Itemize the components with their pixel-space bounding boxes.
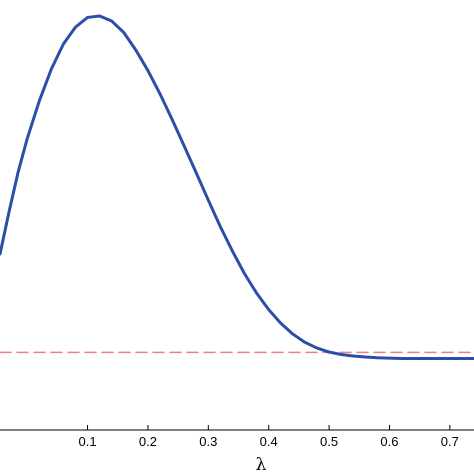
series-layer [0,14,474,360]
x-tick-label: 0.4 [260,434,278,449]
x-tick-label: 0.3 [199,434,217,449]
x-tick-label: 0.1 [79,434,97,449]
x-axis-title: λ [256,455,267,474]
x-tick-label: 0.7 [441,434,459,449]
x-tick-label: 0.5 [320,434,338,449]
x-tick-label: 0.2 [139,434,157,449]
x-tick-label: 0.6 [380,434,398,449]
plot-area: 0.1 0.2 0.3 0.4 0.5 0.6 0.7 [0,14,474,449]
x-ticks: 0.1 0.2 0.3 0.4 0.5 0.6 0.7 [79,425,459,449]
series-line [0,14,474,360]
